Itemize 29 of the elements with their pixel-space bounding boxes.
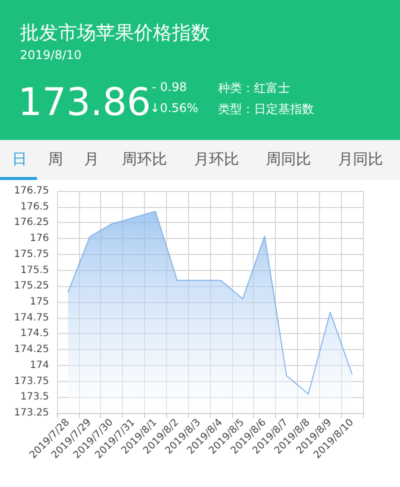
y-tick-label: 176.5 (20, 201, 49, 212)
y-tick-label: 174.25 (14, 344, 49, 356)
y-tick-label: 176.25 (14, 217, 49, 228)
y-tick-label: 176.75 (14, 186, 49, 196)
y-tick-label: 174 (30, 360, 49, 371)
text: 日 (12, 150, 27, 169)
text: - 0.98 (152, 80, 187, 94)
text: 月环比 (194, 150, 239, 169)
y-tick-label: 174.75 (14, 312, 49, 324)
text: 月 (84, 150, 99, 169)
text: 周同比 (266, 150, 311, 169)
text: 周 (48, 150, 63, 169)
text: 种类：红富士 (218, 80, 290, 97)
chart-title: 批发市场苹果价格指数 (20, 21, 210, 46)
y-tick-label: 173.75 (14, 376, 49, 387)
text: 月同比 (338, 150, 383, 169)
text: 周环比 (122, 150, 167, 169)
y-tick-label: 176 (30, 233, 49, 244)
y-tick-label: 173.5 (20, 392, 49, 403)
chart-subtitle: 2019/8/10 (20, 48, 82, 62)
y-tick-label: 175 (30, 296, 49, 308)
y-tick-label: 175.25 (14, 280, 49, 292)
y-tick-label: 175.5 (20, 264, 49, 276)
y-tick-label: 173.25 (14, 408, 49, 418)
text: ↓0.56% (150, 101, 198, 115)
y-tick-label: 174.5 (20, 328, 49, 340)
y-tick-label: 175.75 (14, 248, 49, 260)
text: 类型：日定基指数 (218, 101, 314, 118)
text: 173.86 (18, 80, 151, 124)
